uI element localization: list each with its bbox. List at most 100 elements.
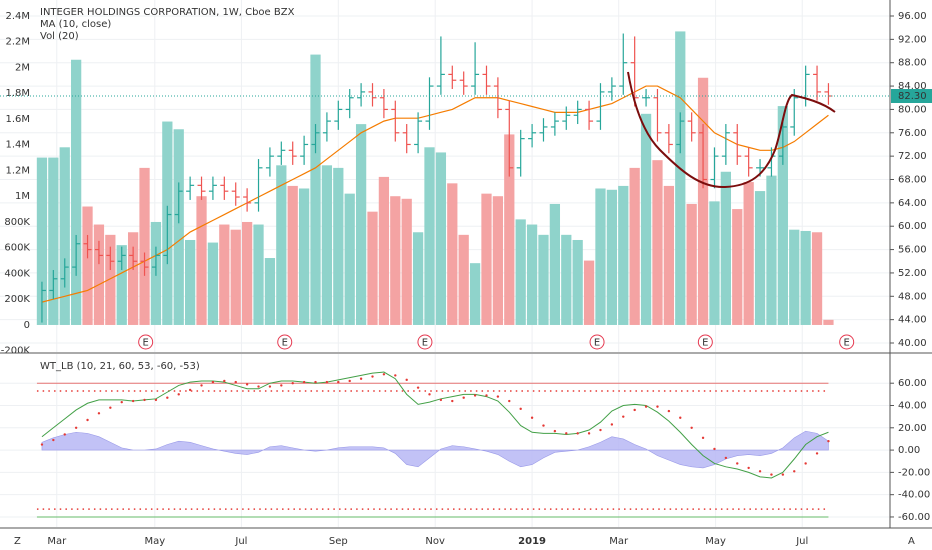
- volume-bar: [310, 54, 321, 325]
- dot: [428, 393, 431, 396]
- dot: [576, 432, 579, 435]
- footer-icon[interactable]: Z: [14, 536, 21, 547]
- volume-bar: [823, 319, 834, 325]
- dot: [97, 412, 101, 415]
- volume-bar: [184, 239, 196, 325]
- dot: [257, 385, 260, 388]
- volume-bar: [344, 193, 355, 325]
- volume-bar: [59, 147, 70, 325]
- y-tick-label: 88.00: [898, 58, 927, 69]
- dot: [166, 396, 169, 399]
- dot: [394, 374, 397, 377]
- volume-bar: [196, 196, 207, 325]
- dot: [827, 439, 830, 443]
- volume-bar: [800, 230, 811, 325]
- y-tick-label: 80.00: [898, 104, 927, 115]
- x-tick-label: 2019: [518, 536, 546, 547]
- volume-bar: [287, 185, 298, 325]
- dot: [508, 399, 511, 403]
- volume-bar: [572, 239, 583, 325]
- y-tick-label: 1.6M: [5, 114, 30, 125]
- volume-bar: [241, 221, 253, 325]
- volume-bar: [355, 124, 367, 325]
- dot: [177, 393, 180, 396]
- y-tick-label: 800K: [4, 217, 30, 228]
- y-tick-label: 52.00: [898, 268, 927, 279]
- earnings-marker: [138, 334, 154, 350]
- dot: [519, 407, 522, 411]
- x-tick-label: Jul: [795, 536, 808, 547]
- indicator-label: MA (10, close): [40, 19, 111, 30]
- y-tick-label: 60.00: [898, 221, 927, 232]
- dot: [143, 398, 146, 402]
- y-tick-label: 1.2M: [5, 165, 30, 176]
- y-tick-label: 2.2M: [5, 37, 30, 48]
- dot: [382, 373, 386, 376]
- volume-bar: [492, 196, 504, 325]
- dot: [280, 384, 283, 387]
- y-tick-label: 40.00: [898, 338, 927, 349]
- dot: [109, 406, 112, 409]
- y-tick-label: 84.00: [898, 81, 927, 92]
- dot: [302, 380, 306, 384]
- volume-bar: [412, 232, 424, 325]
- dot: [314, 380, 317, 384]
- dot: [747, 466, 750, 470]
- dot: [40, 443, 44, 446]
- dot: [416, 386, 420, 389]
- y-tick-label: -200K: [1, 346, 31, 357]
- dot: [451, 399, 454, 403]
- dot: [63, 433, 66, 436]
- chart-title: INTEGER HOLDINGS CORPORATION, 1W, Cboe B…: [40, 7, 295, 18]
- y-tick-label: 600K: [4, 243, 30, 254]
- freehand-drawing: [627, 71, 836, 189]
- volume-bar: [675, 31, 686, 325]
- footer-icon[interactable]: A: [908, 536, 915, 547]
- earnings-marker: [839, 334, 855, 350]
- volume-bar: [116, 245, 127, 325]
- volume-bar: [173, 129, 184, 325]
- volume-bar: [549, 203, 561, 325]
- volume-bar: [93, 224, 105, 325]
- dot: [473, 394, 477, 397]
- volume-bar: [82, 206, 93, 325]
- dot: [815, 452, 819, 455]
- y-tick-label: 0: [24, 320, 30, 331]
- earnings-marker: [589, 334, 605, 350]
- volume-bar: [766, 175, 777, 325]
- volume-bar: [139, 167, 150, 325]
- volume-bar: [219, 224, 230, 325]
- y-tick-label: 1M: [15, 191, 30, 202]
- dot: [656, 405, 659, 408]
- dot: [679, 416, 682, 419]
- earnings-label: E: [702, 338, 708, 349]
- earnings-label: E: [422, 338, 428, 349]
- x-tick-label: Jul: [234, 536, 247, 547]
- dot: [86, 418, 89, 422]
- volume-bar: [207, 242, 219, 325]
- volume-bar: [458, 234, 469, 325]
- dot: [701, 436, 705, 440]
- dot: [154, 398, 158, 402]
- earnings-marker: [697, 334, 713, 350]
- line: [41, 371, 829, 479]
- y-tick-label: 0.00: [898, 445, 920, 456]
- volume-bar: [720, 171, 731, 325]
- y-tick-label: 60.00: [898, 378, 927, 389]
- indicator-label: Vol (20): [40, 31, 79, 42]
- volume-bar: [298, 188, 310, 325]
- volume-bar: [504, 134, 515, 325]
- x-tick-label: Nov: [425, 536, 445, 547]
- dot: [131, 399, 135, 403]
- y-tick-label: 2M: [15, 62, 30, 73]
- volume-bar: [732, 209, 743, 325]
- dot: [690, 426, 693, 429]
- dot: [405, 378, 408, 382]
- dot: [758, 470, 762, 473]
- dot: [667, 409, 671, 413]
- y-tick-label: 64.00: [898, 198, 927, 209]
- volume-bar: [378, 176, 390, 325]
- volume-bar: [743, 182, 754, 325]
- volume-bar: [390, 196, 401, 325]
